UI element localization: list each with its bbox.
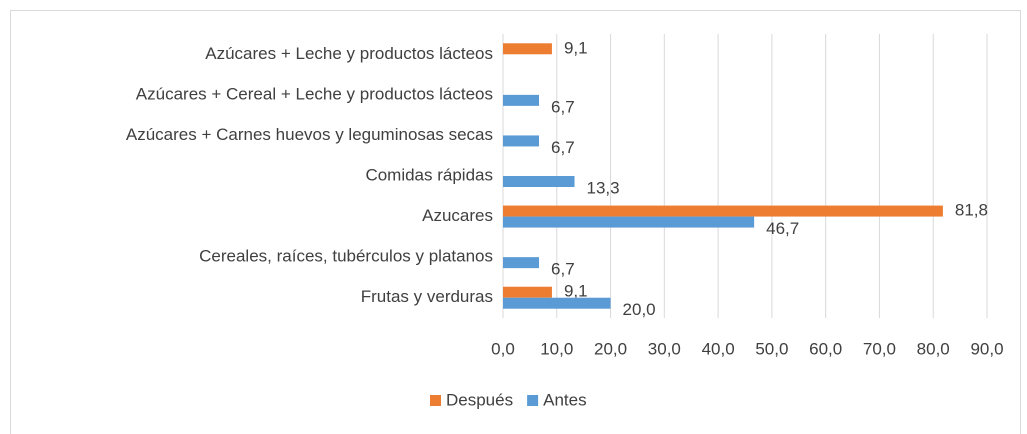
bar — [503, 297, 611, 309]
bar — [503, 135, 540, 147]
y-tick-label: Comidas rápidas — [365, 165, 493, 184]
y-tick-label: Azúcares + Cereal + Leche y productos lá… — [136, 84, 493, 103]
x-tick-label: 90,0 — [970, 339, 1003, 358]
legend-swatch — [527, 395, 539, 406]
x-tick-label: 60,0 — [809, 339, 842, 358]
bar — [503, 286, 552, 298]
data-label: 13,3 — [587, 178, 620, 197]
y-tick-label: Frutas y verduras — [361, 287, 493, 306]
y-tick-label: Cereales, raíces, tubérculos y platanos — [199, 247, 493, 266]
legend-label: Antes — [543, 390, 586, 409]
y-tick-label: Azucares — [422, 206, 493, 225]
legend-swatch — [430, 395, 441, 406]
data-label: 20,0 — [623, 300, 656, 319]
bar — [503, 257, 540, 269]
x-tick-label: 80,0 — [917, 339, 950, 358]
bar — [503, 94, 540, 106]
data-label: 6,7 — [551, 138, 575, 157]
data-label: 6,7 — [551, 97, 575, 116]
bar — [503, 205, 943, 217]
data-label: 81,8 — [955, 201, 988, 220]
x-tick-label: 0,0 — [491, 339, 515, 358]
data-label: 9,1 — [564, 282, 588, 301]
data-label: 46,7 — [766, 219, 799, 238]
data-label: 6,7 — [551, 260, 575, 279]
x-tick-label: 30,0 — [648, 339, 681, 358]
y-tick-label: Azúcares + Carnes huevos y leguminosas s… — [126, 125, 493, 144]
bar — [503, 43, 552, 55]
y-tick-label: Azúcares + Leche y productos lácteos — [205, 44, 493, 63]
x-tick-label: 20,0 — [594, 339, 627, 358]
bar — [503, 176, 575, 187]
legend-label: Después — [446, 390, 513, 409]
x-tick-label: 10,0 — [540, 339, 573, 358]
data-label: 9,1 — [564, 38, 588, 57]
x-tick-label: 40,0 — [702, 339, 735, 358]
x-tick-label: 50,0 — [755, 339, 788, 358]
x-tick-label: 70,0 — [863, 339, 896, 358]
bar — [503, 216, 755, 228]
